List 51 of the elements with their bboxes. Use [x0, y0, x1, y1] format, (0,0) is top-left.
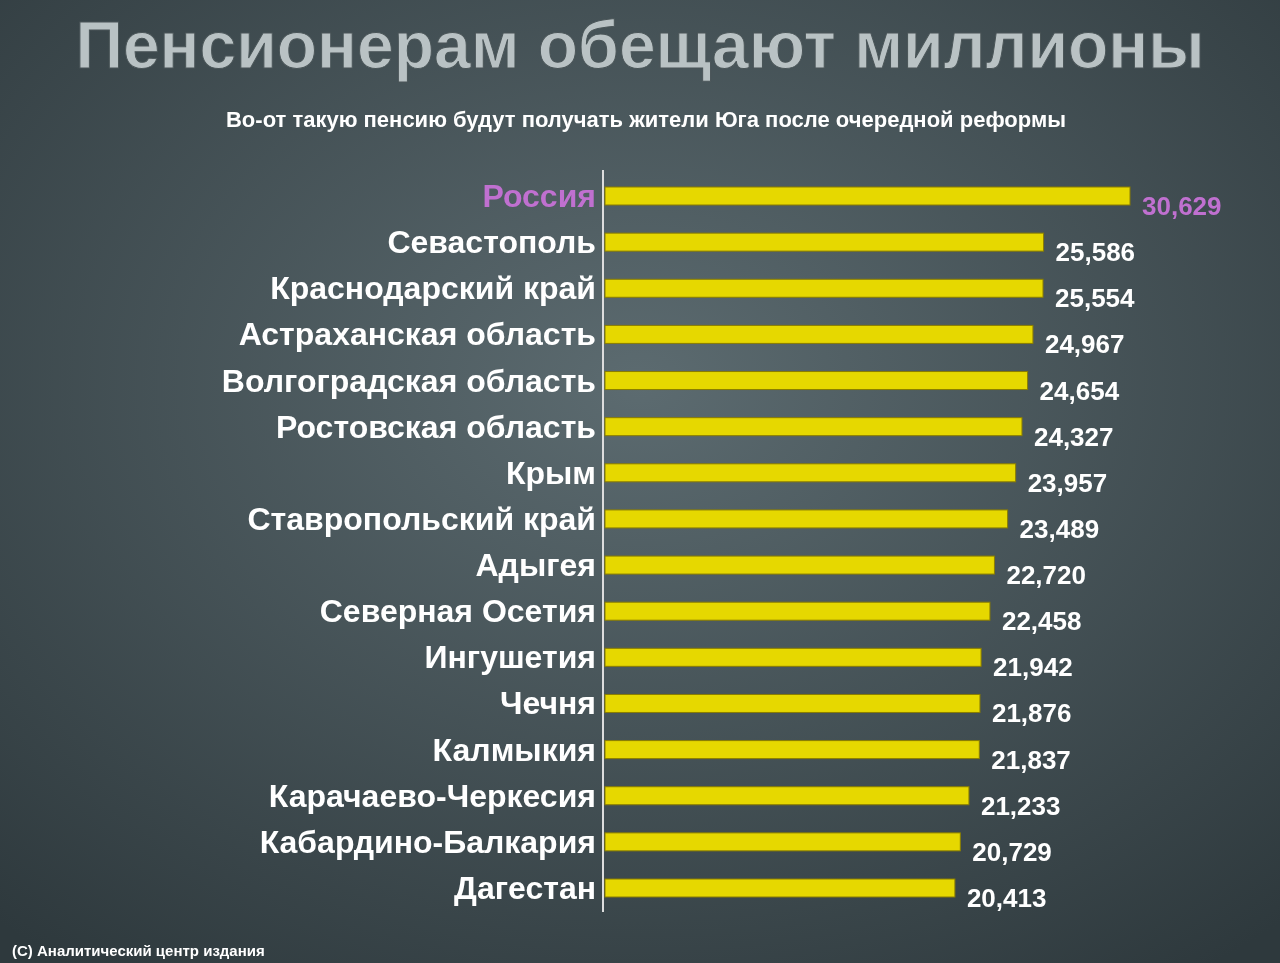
bar — [604, 878, 956, 898]
bar — [604, 232, 1045, 252]
y-tick-label: Ингушетия — [424, 639, 596, 676]
y-tick-label: Дагестан — [454, 870, 596, 906]
data-label: 22,458 — [1001, 606, 1082, 637]
bar — [604, 509, 1009, 529]
bar — [604, 740, 980, 760]
data-label: 24,967 — [1044, 329, 1125, 360]
bar — [604, 647, 982, 667]
y-tick-label: Краснодарский край — [270, 270, 596, 307]
y-tick-label: Карачаево-Черкесия — [268, 777, 596, 814]
data-label: 21,876 — [991, 698, 1072, 729]
bar — [604, 417, 1023, 437]
data-label: 23,957 — [1027, 467, 1108, 498]
bar — [604, 371, 1029, 391]
data-label: 25,554 — [1055, 283, 1136, 314]
y-tick-label: Калмыкия — [432, 731, 596, 768]
data-label: 24,654 — [1039, 375, 1120, 406]
y-tick-label: Россия — [482, 178, 596, 214]
data-label: 30,629 — [1142, 191, 1222, 221]
y-tick-label: Северная Осетия — [319, 593, 596, 630]
data-label: 23,489 — [1019, 513, 1100, 544]
y-tick-label: Ростовская область — [275, 408, 596, 445]
text: (С) Аналитический центр издания — [12, 942, 265, 959]
bar — [604, 693, 981, 713]
data-label: 20,413 — [966, 883, 1047, 913]
y-tick-label: Астраханская область — [238, 316, 596, 353]
chart-subtitle: Во-от такую пенсию будут получать жители Юга после очередной реформы — [225, 107, 1067, 132]
bar — [604, 555, 995, 575]
y-tick-label: Ставропольский край — [247, 500, 596, 537]
data-label: 21,837 — [991, 744, 1071, 775]
y-tick-label: Волгоградская область — [221, 362, 596, 399]
bar — [604, 186, 1131, 206]
chart-title: Пенсионерам обещают миллионы — [75, 8, 1205, 82]
bar — [604, 832, 961, 852]
y-tick-label: Чечня — [499, 685, 596, 722]
y-tick-label: Адыгея — [475, 547, 596, 584]
bar — [604, 463, 1017, 483]
data-label: 21,942 — [993, 652, 1073, 683]
data-label: 25,586 — [1055, 237, 1136, 268]
y-tick-label: Крым — [505, 454, 596, 491]
data-label: 24,327 — [1033, 421, 1114, 452]
bar — [604, 786, 970, 806]
data-label: 20,729 — [972, 836, 1052, 867]
data-label: 22,720 — [1006, 560, 1086, 591]
y-tick-label: Севастополь — [387, 224, 596, 261]
bar — [604, 601, 991, 621]
y-tick-label: Кабардино-Балкария — [259, 823, 596, 860]
bar — [604, 324, 1034, 344]
data-label: 21,233 — [980, 790, 1061, 821]
bar — [604, 278, 1044, 298]
